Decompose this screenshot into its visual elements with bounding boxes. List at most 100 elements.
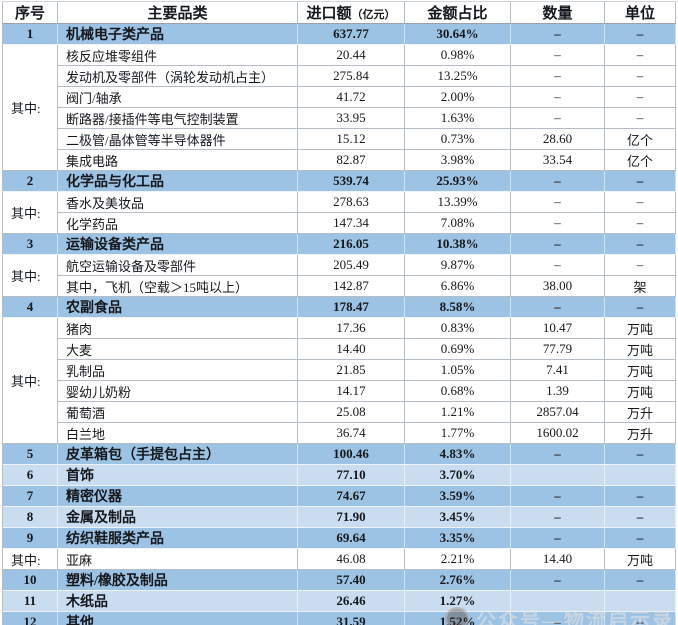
share-cell: 2.21% <box>405 549 511 570</box>
name-cell: 婴幼儿奶粉 <box>58 381 298 402</box>
unit-cell <box>605 465 676 486</box>
category-row: 3 运输设备类产品 216.05 10.38% – – <box>2 234 676 255</box>
qty-cell: – <box>511 570 605 591</box>
sub-row: 断路器/接插件等电气控制装置 33.95 1.63% – – <box>2 108 676 129</box>
table-body: 1 机械电子类产品 637.77 30.64% – – 其中: 核反应堆零组件 20.44 0.9… <box>2 24 676 625</box>
amount-cell: 57.40 <box>298 570 405 591</box>
seq-cell: 8 <box>2 507 58 528</box>
group-label-cell: 其中: <box>2 318 58 444</box>
amount-cell: 14.40 <box>298 339 405 360</box>
seq-cell: 5 <box>2 444 58 465</box>
qty-cell: 10.47 <box>511 318 605 339</box>
category-row: 6 首饰 77.10 3.70% <box>2 465 676 486</box>
amount-cell: 275.84 <box>298 66 405 87</box>
share-cell: 4.83% <box>405 444 511 465</box>
category-row: 10 塑料/橡胶及制品 57.40 2.76% – – <box>2 570 676 591</box>
group-label-cell: 其中: <box>2 255 58 297</box>
share-cell: 6.86% <box>405 276 511 297</box>
unit-cell: 万升 <box>605 423 676 444</box>
share-cell: 13.39% <box>405 192 511 213</box>
sub-row: 其中: 香水及美妆品 278.63 13.39% – – <box>2 192 676 234</box>
unit-cell: 万吨 <box>605 549 676 570</box>
qty-cell: – <box>511 192 605 213</box>
sub-row: 其中: 航空运输设备及零部件 205.49 9.87% – – <box>2 255 676 297</box>
unit-cell: – <box>605 66 676 87</box>
sub-row: 二极管/晶体管等半导体器件 15.12 0.73% 28.60 亿个 <box>2 129 676 150</box>
share-cell: 2.76% <box>405 570 511 591</box>
qty-cell: – <box>511 66 605 87</box>
seq-cell: 9 <box>2 528 58 549</box>
qty-cell: – <box>511 255 605 276</box>
unit-cell: – <box>605 612 676 625</box>
share-cell: 10.38% <box>405 234 511 255</box>
amount-cell: 69.64 <box>298 528 405 549</box>
qty-cell: – <box>511 612 605 625</box>
share-cell: 3.70% <box>405 465 511 486</box>
qty-cell: 33.54 <box>511 150 605 171</box>
share-cell: 9.87% <box>405 255 511 276</box>
sub-row: 白兰地 36.74 1.77% 1600.02 万升 <box>2 423 676 444</box>
seq-cell: 7 <box>2 486 58 507</box>
name-cell: 金属及制品 <box>58 507 298 528</box>
qty-cell: – <box>511 528 605 549</box>
amount-cell: 46.08 <box>298 549 405 570</box>
qty-cell: – <box>511 45 605 66</box>
qty-cell: – <box>511 234 605 255</box>
name-cell: 断路器/接插件等电气控制装置 <box>58 108 298 129</box>
amount-cell: 36.74 <box>298 423 405 444</box>
name-cell: 白兰地 <box>58 423 298 444</box>
qty-cell: 1.39 <box>511 381 605 402</box>
qty-cell: – <box>511 171 605 192</box>
unit-cell: 万吨 <box>605 360 676 381</box>
name-cell: 木纸品 <box>58 591 298 612</box>
seq-cell: 11 <box>2 591 58 612</box>
category-row: 12 其他 31.59 1.52% – – <box>2 612 676 625</box>
amount-cell: 216.05 <box>298 234 405 255</box>
name-cell: 猪肉 <box>58 318 298 339</box>
header-row: 序号 主要品类 进口额（亿元） 金额占比 数量 单位 <box>2 1 676 24</box>
share-cell: 3.45% <box>405 507 511 528</box>
category-row: 4 农副食品 178.47 8.58% – – <box>2 297 676 318</box>
seq-cell: 3 <box>2 234 58 255</box>
name-cell: 其他 <box>58 612 298 625</box>
name-cell: 乳制品 <box>58 360 298 381</box>
amount-cell: 25.08 <box>298 402 405 423</box>
seq-cell: 10 <box>2 570 58 591</box>
group-label-cell: 其中: <box>2 45 58 171</box>
unit-cell: 万吨 <box>605 381 676 402</box>
group-label-cell: 其中: <box>2 549 58 570</box>
unit-cell <box>605 591 676 612</box>
share-cell: 0.83% <box>405 318 511 339</box>
sub-row: 其中，飞机（空载＞15吨以上） 142.87 6.86% 38.00 架 <box>2 276 676 297</box>
header-qty: 数量 <box>511 1 605 24</box>
qty-cell: 1600.02 <box>511 423 605 444</box>
header-amount: 进口额（亿元） <box>298 1 405 24</box>
name-cell: 首饰 <box>58 465 298 486</box>
name-cell: 农副食品 <box>58 297 298 318</box>
category-row: 7 精密仪器 74.67 3.59% – – <box>2 486 676 507</box>
seq-cell: 6 <box>2 465 58 486</box>
name-cell: 亚麻 <box>58 549 298 570</box>
amount-cell: 74.67 <box>298 486 405 507</box>
unit-cell: – <box>605 171 676 192</box>
unit-cell: 亿个 <box>605 150 676 171</box>
sub-row: 集成电路 82.87 3.98% 33.54 亿个 <box>2 150 676 171</box>
qty-cell: – <box>511 486 605 507</box>
name-cell: 精密仪器 <box>58 486 298 507</box>
qty-cell: – <box>511 297 605 318</box>
sub-row: 其中: 核反应堆零组件 20.44 0.98% – – <box>2 45 676 171</box>
seq-cell: 4 <box>2 297 58 318</box>
qty-cell: – <box>511 24 605 45</box>
name-cell: 发动机及零部件（涡轮发动机占主） <box>58 66 298 87</box>
name-cell: 皮革箱包（手提包占主） <box>58 444 298 465</box>
unit-cell: – <box>605 528 676 549</box>
share-cell: 0.69% <box>405 339 511 360</box>
sub-row: 化学药品 147.34 7.08% – – <box>2 213 676 234</box>
share-cell: 3.35% <box>405 528 511 549</box>
qty-cell: 28.60 <box>511 129 605 150</box>
share-cell: 3.98% <box>405 150 511 171</box>
amount-cell: 20.44 <box>298 45 405 66</box>
unit-cell: – <box>605 87 676 108</box>
share-cell: 30.64% <box>405 24 511 45</box>
